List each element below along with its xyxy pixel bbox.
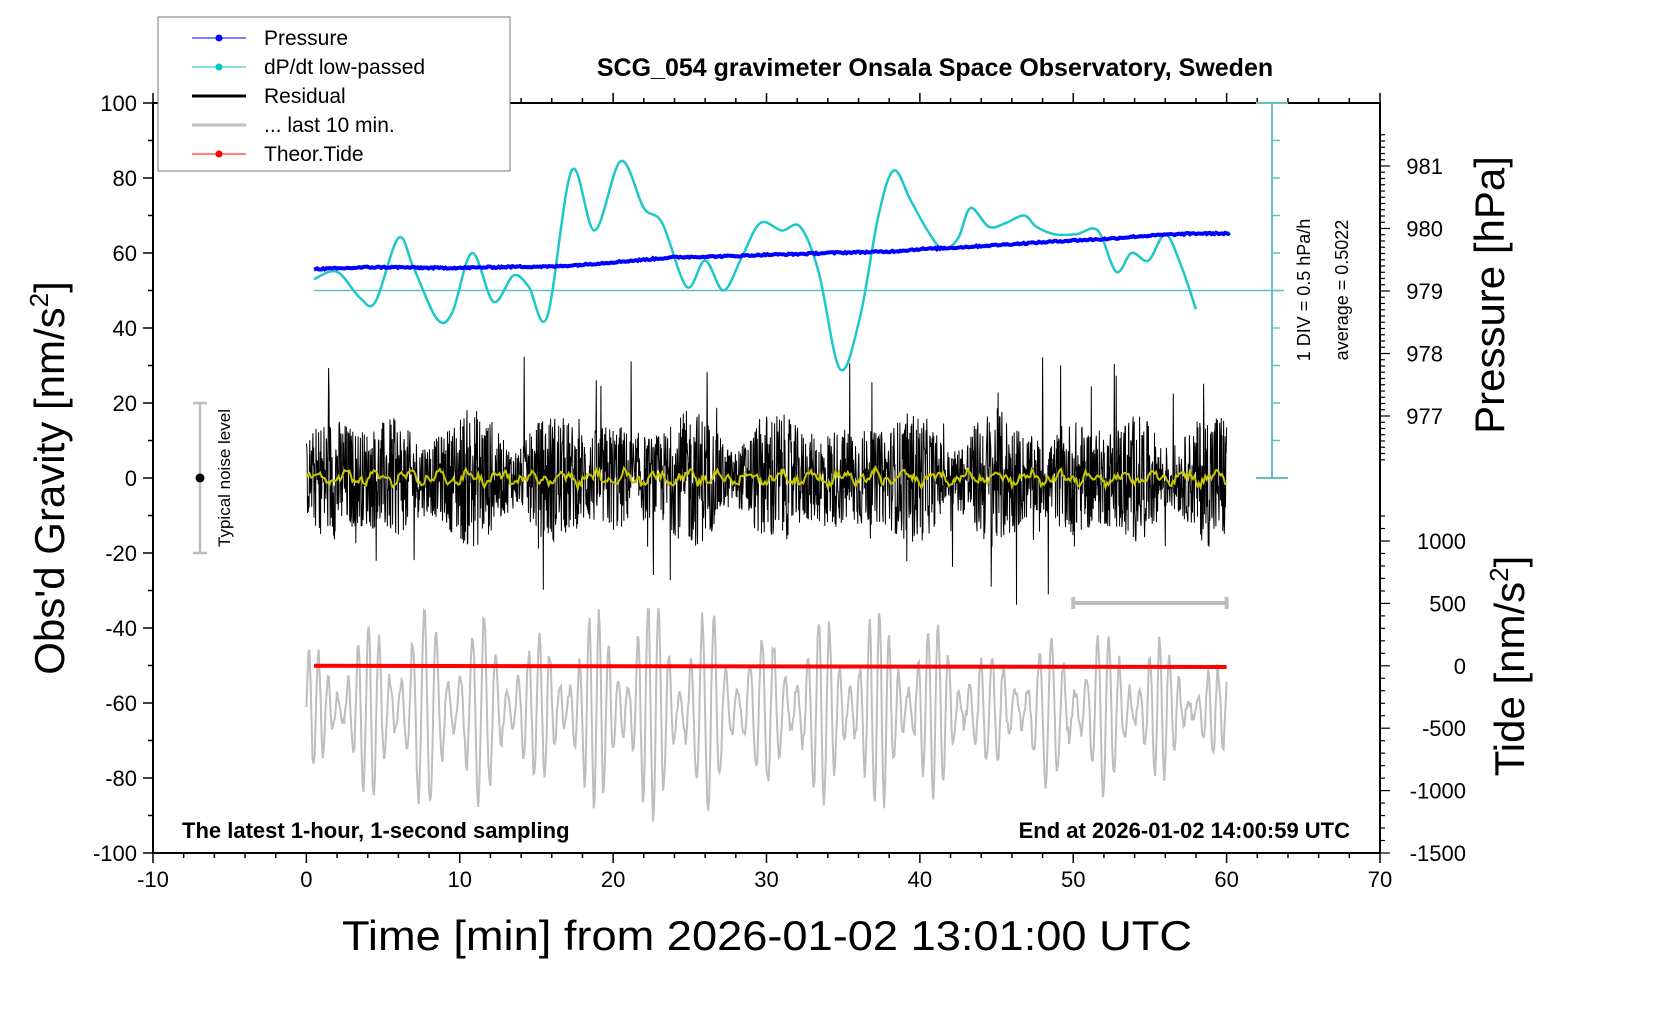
legend-item: Residual bbox=[192, 85, 346, 108]
dpdt-average-note: average = 0.5022 bbox=[1332, 220, 1352, 361]
legend-label: Theor.Tide bbox=[264, 143, 364, 166]
x-tick-label: 10 bbox=[448, 867, 472, 892]
legend-item: Theor.Tide bbox=[192, 143, 364, 166]
legend-label: dP/dt low-passed bbox=[264, 56, 425, 79]
y-tick-labels: 100 80 60 40 20 0 -20 -40 -60 -80 -100 bbox=[93, 91, 137, 866]
tide-axis-label-sup: 2 bbox=[1484, 567, 1514, 581]
legend-label: Residual bbox=[264, 85, 346, 108]
tide-tick-labels: 1000 500 0 -500 -1000 -1500 bbox=[1410, 529, 1466, 866]
x-tick-label: -10 bbox=[137, 867, 169, 892]
y-axis-label-sup: 2 bbox=[24, 293, 54, 307]
end-time-note: End at 2026-01-02 14:00:59 UTC bbox=[1019, 818, 1350, 843]
y-tick-label: -100 bbox=[93, 841, 137, 866]
pressure-axis-label: Pressure [hPa] bbox=[1466, 156, 1513, 434]
y-tick-label: 20 bbox=[113, 391, 137, 416]
y-tick-label: -20 bbox=[105, 541, 137, 566]
dpdt-scale-axis bbox=[314, 102, 1288, 479]
pressure-tick-label: 980 bbox=[1406, 217, 1443, 242]
sampling-note: The latest 1-hour, 1-second sampling bbox=[182, 818, 570, 843]
pressure-tick-label: 981 bbox=[1406, 154, 1443, 179]
noise-level-indicator bbox=[193, 401, 207, 555]
legend-swatch-dot bbox=[215, 34, 223, 42]
x-tick-label: 60 bbox=[1214, 867, 1238, 892]
legend-box bbox=[157, 16, 511, 172]
x-tick-label: 70 bbox=[1368, 867, 1392, 892]
residual-series bbox=[305, 356, 1228, 605]
x-tick-label: 20 bbox=[601, 867, 625, 892]
theor-tide-line bbox=[314, 663, 1227, 670]
residual-line bbox=[305, 356, 1228, 605]
y-tick-label: 40 bbox=[113, 316, 137, 341]
theor-tide-series bbox=[314, 663, 1227, 670]
last-10-min-line bbox=[305, 607, 1228, 822]
dpdt-line bbox=[313, 159, 1198, 372]
x-tick-labels: -10 0 10 20 30 40 50 60 70 bbox=[137, 867, 1392, 892]
dpdt-scale-note: 1 DIV = 0.5 hPa/h bbox=[1294, 219, 1314, 362]
legend-swatch-dot bbox=[215, 150, 223, 158]
pressure-tick-label: 977 bbox=[1406, 404, 1443, 429]
y-tick-label: 100 bbox=[100, 91, 137, 116]
x-tick-label: 50 bbox=[1061, 867, 1085, 892]
legend-item: dP/dt low-passed bbox=[192, 56, 425, 79]
tide-tick-label: 0 bbox=[1454, 654, 1466, 679]
y-axis-label: Obs'd Gravity [nm/s2] bbox=[24, 281, 73, 675]
x-tick-label: 0 bbox=[300, 867, 312, 892]
pressure-tick-label: 978 bbox=[1406, 342, 1443, 367]
x-tick-label: 30 bbox=[754, 867, 778, 892]
y-tick-label: 0 bbox=[125, 466, 137, 491]
y-tick-label: 80 bbox=[113, 166, 137, 191]
y-tick-label: 60 bbox=[113, 241, 137, 266]
y-axis-label-main: Obs'd Gravity [nm/s bbox=[26, 307, 73, 674]
last-10-min-series bbox=[305, 607, 1228, 822]
legend: Pressure dP/dt low-passed Residual ... last… bbox=[157, 16, 511, 172]
legend-item: ... last 10 min. bbox=[192, 114, 395, 137]
tide-axis-label: Tide [nm/s2] bbox=[1484, 556, 1533, 777]
y-tick-label: -60 bbox=[105, 691, 137, 716]
x-tick-label: 40 bbox=[908, 867, 932, 892]
noise-level-label: Typical noise level bbox=[215, 409, 234, 547]
dpdt-series bbox=[313, 159, 1198, 372]
residual-smoothed-series bbox=[305, 464, 1228, 493]
pressure-tick-label: 979 bbox=[1406, 279, 1443, 304]
legend-label: ... last 10 min. bbox=[264, 114, 395, 137]
tide-axis-label-close: ] bbox=[1486, 556, 1533, 568]
pressure-line bbox=[313, 230, 1231, 272]
residual-smoothed-line bbox=[305, 464, 1228, 493]
noise-center-dot bbox=[195, 473, 205, 483]
pressure-series bbox=[313, 230, 1231, 272]
chart-title: SCG_054 gravimeter Onsala Space Observat… bbox=[597, 54, 1273, 82]
tide-tick-label: -1500 bbox=[1410, 841, 1466, 866]
tide-tick-label: 500 bbox=[1429, 591, 1466, 616]
legend-label: Pressure bbox=[264, 27, 348, 50]
tide-axis-label-main: Tide [nm/s bbox=[1486, 582, 1533, 777]
tide-tick-label: 1000 bbox=[1417, 529, 1466, 554]
legend-item: Pressure bbox=[192, 27, 348, 50]
y-tick-label: -80 bbox=[105, 766, 137, 791]
pressure-tick-labels: 981 980 979 978 977 bbox=[1406, 154, 1443, 429]
tide-tick-label: -500 bbox=[1422, 716, 1466, 741]
y-axis-label-close: ] bbox=[26, 281, 73, 293]
x-axis-label: Time [min] from 2026-01-02 13:01:00 UTC bbox=[342, 912, 1192, 959]
legend-swatch-dot bbox=[215, 63, 223, 71]
last-10-min-bar bbox=[1071, 597, 1229, 609]
tide-tick-label: -1000 bbox=[1410, 779, 1466, 804]
y-tick-label: -40 bbox=[105, 616, 137, 641]
